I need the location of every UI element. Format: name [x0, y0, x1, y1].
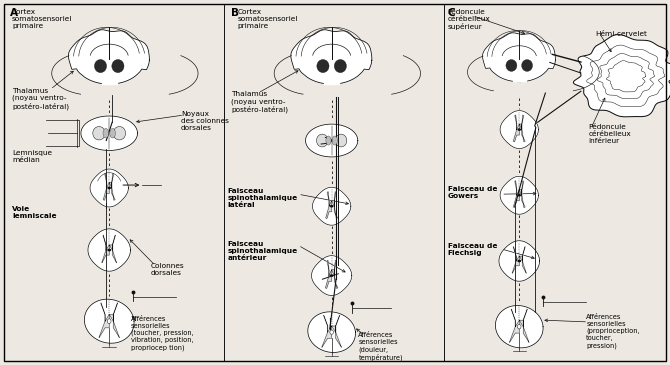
- Circle shape: [518, 260, 521, 262]
- Text: Faisceau de
Gowers: Faisceau de Gowers: [448, 186, 497, 199]
- Text: C: C: [448, 8, 455, 18]
- Ellipse shape: [517, 324, 521, 329]
- Text: Faisceau
spinothalamique
antérieur: Faisceau spinothalamique antérieur: [228, 241, 298, 261]
- Circle shape: [330, 205, 333, 207]
- Ellipse shape: [107, 319, 111, 324]
- Polygon shape: [513, 181, 525, 208]
- Ellipse shape: [113, 127, 126, 140]
- Ellipse shape: [316, 134, 328, 147]
- Text: Afférences
sensorielles
(proprioception,
toucher,
pression): Afférences sensorielles (proprioception,…: [586, 314, 640, 349]
- Polygon shape: [291, 30, 372, 84]
- Text: Hémi-cervelet: Hémi-cervelet: [595, 31, 647, 37]
- Circle shape: [518, 195, 521, 196]
- Text: Voie
lemniscale: Voie lemniscale: [12, 206, 56, 219]
- Text: Afférences
sensorielles
(douleur,
température): Afférences sensorielles (douleur, tempér…: [358, 332, 403, 361]
- Text: Cortex
somatosensoriel
primaire: Cortex somatosensoriel primaire: [238, 9, 298, 29]
- Text: Pédoncule
cérébelleux
inférieur: Pédoncule cérébelleux inférieur: [588, 124, 631, 144]
- Ellipse shape: [326, 136, 331, 145]
- Text: Thalamus
(noyau ventro-
postéro-latéral): Thalamus (noyau ventro- postéro-latéral): [231, 91, 288, 114]
- Text: Pédoncule
cérébelleux
supérieur: Pédoncule cérébelleux supérieur: [448, 9, 490, 30]
- Text: Afférences
sensorielles
(toucher, pression,
vibration, position,
propriocep tion: Afférences sensorielles (toucher, pressi…: [131, 316, 193, 351]
- Polygon shape: [499, 241, 539, 281]
- Text: Colonnes
dorsales: Colonnes dorsales: [151, 263, 184, 276]
- Polygon shape: [99, 303, 119, 338]
- Polygon shape: [84, 299, 134, 343]
- Text: Faisceau de
Flechsig: Faisceau de Flechsig: [448, 243, 497, 256]
- Text: Faisceau
spinothalamique
latéral: Faisceau spinothalamique latéral: [228, 188, 298, 208]
- Text: Noyaux
des colonnes
dorsales: Noyaux des colonnes dorsales: [181, 111, 228, 131]
- Circle shape: [518, 129, 521, 130]
- Polygon shape: [90, 169, 129, 207]
- Text: A: A: [10, 8, 18, 18]
- Circle shape: [330, 275, 333, 276]
- Ellipse shape: [332, 136, 338, 145]
- Polygon shape: [513, 247, 526, 273]
- Text: B: B: [231, 8, 239, 18]
- Polygon shape: [513, 115, 525, 142]
- Text: Thalamus
(noyau ventro-
postéro-latéral): Thalamus (noyau ventro- postéro-latéral): [12, 88, 69, 110]
- Polygon shape: [68, 30, 149, 84]
- Polygon shape: [312, 255, 352, 296]
- Polygon shape: [81, 116, 137, 150]
- Polygon shape: [306, 124, 358, 157]
- Polygon shape: [574, 35, 670, 117]
- Circle shape: [108, 187, 111, 189]
- Ellipse shape: [330, 330, 334, 334]
- Polygon shape: [500, 111, 539, 149]
- Polygon shape: [102, 235, 117, 263]
- Polygon shape: [312, 187, 351, 225]
- Polygon shape: [308, 312, 356, 353]
- Ellipse shape: [103, 128, 109, 138]
- Ellipse shape: [94, 59, 107, 73]
- Polygon shape: [322, 315, 342, 347]
- Polygon shape: [482, 33, 555, 82]
- Text: Lemnisque
médian: Lemnisque médian: [12, 150, 52, 163]
- Circle shape: [108, 249, 111, 251]
- Polygon shape: [103, 173, 115, 200]
- Ellipse shape: [334, 59, 346, 73]
- Text: Cortex
somatosensoriel
primaire: Cortex somatosensoriel primaire: [12, 9, 72, 29]
- Ellipse shape: [506, 59, 517, 72]
- Polygon shape: [509, 309, 529, 342]
- Ellipse shape: [317, 59, 329, 73]
- Ellipse shape: [335, 134, 347, 147]
- Polygon shape: [326, 260, 338, 288]
- Polygon shape: [88, 229, 131, 271]
- Polygon shape: [326, 192, 338, 219]
- Polygon shape: [495, 306, 543, 348]
- Ellipse shape: [522, 59, 533, 72]
- Ellipse shape: [112, 59, 124, 73]
- Ellipse shape: [110, 128, 115, 138]
- Polygon shape: [500, 176, 539, 214]
- Ellipse shape: [92, 127, 105, 140]
